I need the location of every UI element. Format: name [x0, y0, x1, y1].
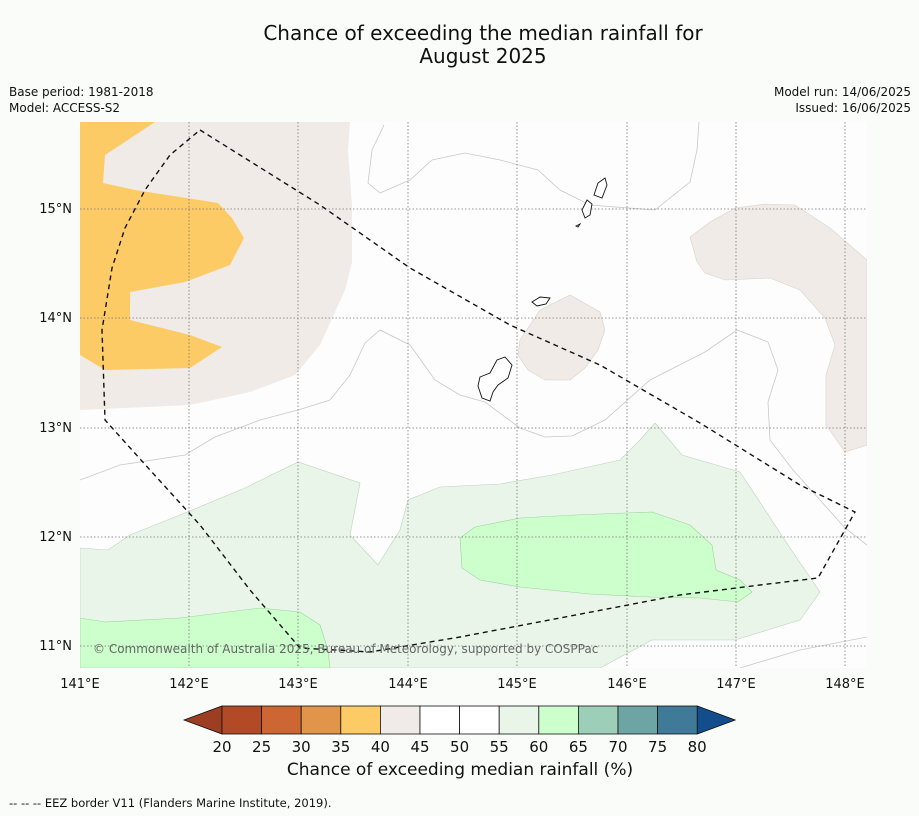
colorbar-swatch — [300, 705, 342, 735]
colorbar-swatch — [538, 705, 579, 735]
lon-label: 144°E — [388, 677, 428, 692]
lat-label: 11°N — [39, 639, 72, 654]
colorbar-over-arrow — [696, 705, 737, 735]
light-green-region-east — [459, 511, 753, 603]
copyright-notice: © Commonwealth of Australia 2025, Bureau… — [93, 642, 598, 656]
colorbar-swatch — [617, 705, 658, 735]
colorbar-tick-label: 25 — [252, 738, 271, 756]
islands — [477, 177, 608, 402]
beige-region-center — [517, 294, 606, 381]
colorbar-tick-label: 80 — [688, 738, 707, 756]
lon-label: 147°E — [716, 677, 756, 692]
colorbar-label: Chance of exceeding median rainfall (%) — [286, 760, 634, 780]
colorbar-tick-label: 35 — [331, 738, 350, 756]
lat-label: 15°N — [39, 202, 72, 217]
chart-title: Chance of exceeding the median rainfall … — [0, 22, 919, 68]
lon-label: 143°E — [278, 677, 318, 692]
title-line-2: August 2025 — [419, 44, 547, 68]
island-tinian — [581, 199, 593, 219]
lat-label: 12°N — [39, 530, 72, 545]
colorbar-tick-label: 60 — [529, 738, 548, 756]
colorbar-swatch — [419, 705, 460, 735]
meta-right: Model run: 14/06/2025 Issued: 16/06/2025 — [774, 84, 911, 116]
colorbar-tick-label: 70 — [608, 738, 627, 756]
colorbar-tick-label: 65 — [569, 738, 588, 756]
colorbar-swatch — [459, 705, 500, 735]
issued-date: Issued: 16/06/2025 — [795, 101, 911, 115]
colorbar-swatch — [340, 705, 381, 735]
colorbar-swatch — [261, 705, 302, 735]
lon-label: 146°E — [607, 677, 647, 692]
colorbar-under-arrow — [182, 705, 223, 735]
base-period: Base period: 1981-2018 — [9, 85, 154, 99]
lon-label: 141°E — [60, 677, 100, 692]
colorbar-tick-label: 55 — [490, 738, 509, 756]
colorbar-tick-label: 50 — [450, 738, 469, 756]
island-aguijan — [574, 222, 582, 228]
lat-label: 14°N — [39, 311, 72, 326]
model-name: Model: ACCESS-S2 — [9, 101, 121, 115]
lat-labels: 15°N 14°N 13°N 12°N 11°N — [39, 202, 72, 654]
colorbar-swatch — [578, 705, 619, 735]
orange-region — [80, 122, 244, 370]
light-green-region-west — [80, 607, 331, 668]
colorbar-tick-label: 20 — [212, 738, 231, 756]
colorbar-swatch — [498, 705, 540, 735]
lon-label: 142°E — [169, 677, 209, 692]
model-run: Model run: 14/06/2025 — [773, 85, 911, 99]
lon-label: 145°E — [497, 677, 537, 692]
colorbar: 20 25 30 35 40 45 50 55 60 65 70 75 80 — [182, 705, 737, 756]
colorbar-swatch — [221, 705, 262, 735]
island-guam — [477, 356, 513, 402]
title-line-1: Chance of exceeding the median rainfall … — [263, 21, 703, 45]
meta-left: Base period: 1981-2018 Model: ACCESS-S2 — [9, 84, 154, 116]
colorbar-swatch — [657, 705, 698, 735]
colorbar-swatch — [379, 705, 421, 735]
graticule — [80, 122, 867, 668]
lon-labels: 141°E 142°E 143°E 144°E 145°E 146°E 147°… — [60, 677, 865, 692]
eez-legend: -- -- -- EEZ border V11 (Flanders Marine… — [9, 796, 332, 810]
eez-border — [101, 129, 856, 653]
map-panel: © Commonwealth of Australia 2025, Bureau… — [80, 122, 867, 668]
colorbar-tick-label: 75 — [648, 738, 667, 756]
colorbar-tick-label: 45 — [410, 738, 429, 756]
island-rota — [531, 296, 551, 307]
beige-region-east — [689, 203, 867, 453]
lon-label: 148°E — [825, 677, 865, 692]
lat-label: 13°N — [39, 421, 72, 436]
contour-line-north — [367, 122, 700, 211]
island-saipan — [593, 177, 608, 199]
colorbar-tick-label: 40 — [371, 738, 390, 756]
contour-line-middle — [80, 329, 867, 546]
colorbar-tick-label: 30 — [292, 738, 311, 756]
